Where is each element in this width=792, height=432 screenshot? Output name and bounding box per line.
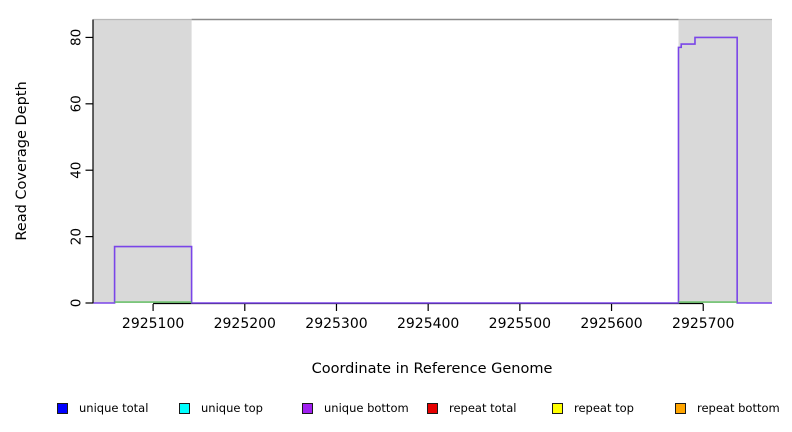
legend-label: unique top — [201, 401, 263, 415]
y-axis-label: Read Coverage Depth — [14, 81, 30, 240]
legend-swatch-icon — [427, 402, 438, 414]
x-tick-label: 2925100 — [122, 316, 184, 332]
masked-region — [678, 19, 772, 303]
legend-label: unique total — [79, 401, 149, 415]
x-tick-label: 2925300 — [305, 316, 367, 332]
x-tick-label: 2925500 — [489, 316, 551, 332]
y-tick-label: 80 — [69, 29, 85, 46]
x-tick-label: 2925200 — [214, 316, 276, 332]
y-tick-label: 20 — [69, 228, 85, 245]
legend-item-unique-bottom: unique bottom — [302, 399, 409, 417]
masked-regions-layer — [93, 18, 772, 303]
legend-item-unique-total: unique total — [57, 399, 148, 417]
legend-label: repeat bottom — [697, 401, 780, 415]
legend-label: unique bottom — [324, 401, 409, 415]
legend-swatch-icon — [179, 402, 190, 414]
x-tick-label: 2925600 — [580, 316, 642, 332]
legend-item-unique-top: unique top — [179, 399, 263, 417]
y-tick-label: 60 — [69, 95, 85, 112]
masked-region — [93, 19, 192, 303]
x-axis-label: Coordinate in Reference Genome — [312, 361, 553, 377]
legend-swatch-icon — [302, 402, 313, 414]
x-tick-label: 2925700 — [672, 316, 734, 332]
legend-item-repeat-top: repeat top — [552, 399, 634, 417]
x-tick-label: 2925400 — [397, 316, 459, 332]
legend: unique total unique top unique bottom repea… — [0, 399, 792, 419]
y-tick-label: 0 — [69, 299, 85, 308]
y-tick-label: 40 — [69, 162, 85, 179]
legend-label: repeat top — [574, 401, 634, 415]
legend-swatch-icon — [552, 402, 563, 414]
series-layer — [93, 36, 772, 304]
legend-swatch-icon — [675, 402, 686, 414]
coverage-step-line — [93, 36, 772, 304]
legend-item-repeat-total: repeat total — [427, 399, 516, 417]
legend-swatch-icon — [57, 402, 68, 414]
legend-label: repeat total — [449, 401, 517, 415]
legend-item-repeat-bottom: repeat bottom — [675, 399, 780, 417]
